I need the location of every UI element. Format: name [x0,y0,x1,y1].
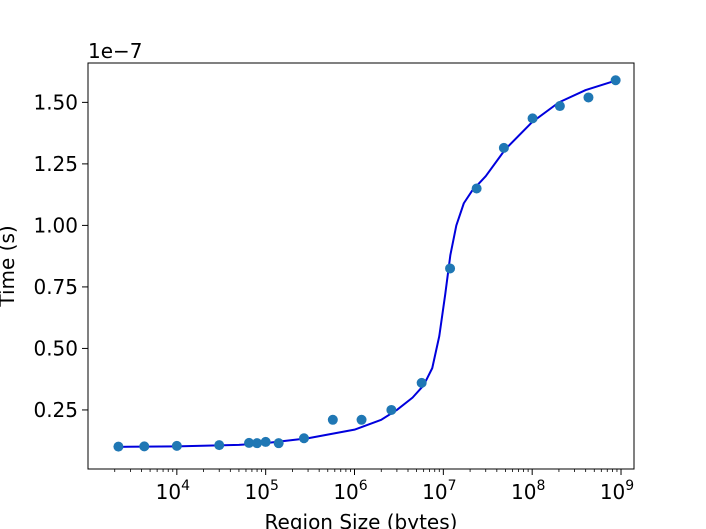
x-tick-exponent: 6 [359,478,368,494]
data-point [471,183,482,194]
x-tick-base: 10 [244,480,269,504]
y-offset-label: 1e−7 [88,39,143,63]
data-point [527,113,538,124]
data-point [386,404,397,415]
x-tick-base: 10 [511,480,536,504]
data-point [171,440,182,451]
x-tick-exponent: 5 [270,478,279,494]
data-point [416,377,427,388]
data-point [244,437,255,448]
y-tick-label: 0.50 [33,336,78,360]
x-tick-exponent: 7 [448,478,457,494]
series-layer [113,75,621,452]
x-tick-exponent: 8 [536,478,545,494]
data-point [610,75,621,86]
x-tick-label: 104 [156,478,190,504]
y-tick-label: 1.25 [33,152,78,176]
data-point [298,433,309,444]
data-point [356,414,367,425]
data-point [554,101,565,112]
data-point [445,263,456,274]
x-tick-label: 107 [422,478,456,504]
x-tick-label: 106 [333,478,367,504]
y-tick-label: 0.25 [33,398,78,422]
x-tick-base: 10 [600,480,625,504]
data-point [327,414,338,425]
y-tick-label: 0.75 [33,275,78,299]
x-axis-label: Region Size (bytes) [265,510,458,529]
y-tick-label: 1.50 [33,90,78,114]
plot-frame [87,62,635,470]
x-tick-base: 10 [156,480,181,504]
data-point [113,441,124,452]
x-tick-label: 109 [600,478,634,504]
data-point [252,438,263,449]
x-tick-exponent: 4 [181,478,190,494]
y-axis-label: Time (s) [0,225,19,307]
x-axis: 104 105 106 107 108 109 [114,469,634,504]
x-tick-label: 105 [244,478,278,504]
data-point [139,441,150,452]
fit-curve [118,79,618,448]
x-tick-exponent: 9 [625,478,634,494]
y-axis: 0.25 0.50 0.75 1.00 1.25 1.50 [33,90,88,422]
data-point [214,440,225,451]
x-tick-base: 10 [422,480,447,504]
y-tick-label: 1.00 [33,213,78,237]
plot-area [87,62,635,470]
data-point [260,436,271,447]
data-point [498,142,509,153]
x-tick-label: 108 [511,478,545,504]
data-point [583,92,594,103]
x-tick-base: 10 [333,480,358,504]
data-point [273,438,284,449]
